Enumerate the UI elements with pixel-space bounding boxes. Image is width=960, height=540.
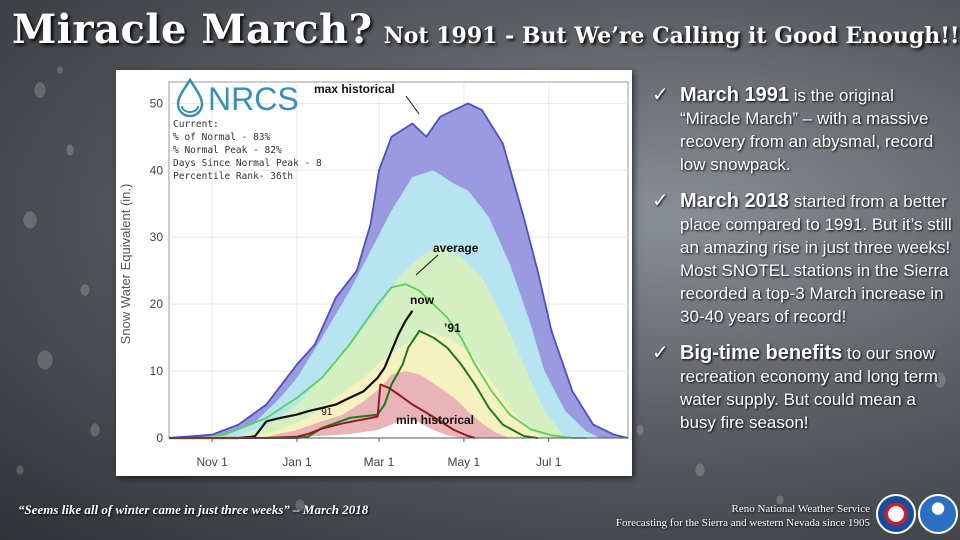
bullet-list: ✓ March 1991 is the original “Miracle Ma… [652,84,952,448]
annotation-91: ’91 [444,321,461,335]
x-tick-label: May 1 [448,455,481,469]
bullet-lead: March 1991 [680,84,789,106]
noaa-logo [918,494,958,534]
x-tick-label: Nov 1 [196,455,228,469]
nrcs-logo-text: NRCS [208,81,299,117]
stats-line: % of Normal - 83% [173,132,271,143]
chart-svg: 0 10 20 30 40 50 Nov 1 Jan 1 Mar 1 May 1 Jul 1 Snow… [118,77,629,469]
bullet-lead: March 2018 [680,190,789,212]
annotation-average: average [433,241,479,255]
series-line-average [168,283,587,439]
series-line-min-historical [169,383,476,439]
title-subtitle: Not 1991 - But We’re Calling it Good Eno… [383,23,960,49]
bullet-text: to our snow recreation economy and long … [680,344,938,432]
percentile-band-5 [169,417,462,438]
page-title: Miracle March? Not 1991 - But We’re Call… [12,6,960,53]
y-tick-label: 40 [150,163,164,177]
annotation-max-historical: max historical [314,82,395,96]
series-line-max-historical [168,102,629,439]
stats-heading: Current: [173,119,219,130]
y-tick-label: 0 [156,431,163,445]
series-line-now [169,310,414,440]
bullet-text: is the original “Miracle March” – with a… [680,86,934,174]
title-main: Miracle March? [12,6,373,53]
footer-credit: Reno National Weather Service Forecastin… [616,502,870,530]
x-tick-label: Jul 1 [536,455,562,469]
water-drop-icon [176,77,204,118]
bullet-lead: Big-time benefits [680,342,843,364]
annotation-91-low: ’91 [319,407,333,418]
percentile-band-4 [169,371,510,438]
bullet-item: ✓ March 2018 started from a better place… [652,190,952,328]
checkmark-icon: ✓ [652,342,669,364]
x-tick-label: Jan 1 [282,455,312,469]
annotation-now: now [410,293,435,307]
annotation-max-pointer [405,95,420,115]
y-axis-label: Snow Water Equivalent (in.) [118,184,133,345]
checkmark-icon: ✓ [652,190,669,212]
bullet-item: ✓ March 1991 is the original “Miracle Ma… [652,84,952,176]
y-tick-label: 30 [150,230,164,244]
stats-line: % Normal Peak - 82% [173,145,282,156]
stats-line: Percentile Rank- 36th [173,171,293,182]
annotation-average-pointer [415,254,439,276]
y-tick-label: 20 [150,297,164,311]
y-tick-label: 10 [150,364,164,378]
checkmark-icon: ✓ [652,84,669,106]
annotation-min-historical: min historical [396,413,474,427]
nws-logo [876,494,916,534]
y-tick-label: 50 [150,96,164,110]
credit-office: Reno National Weather Service [731,503,871,515]
bullet-text: started from a better place compared to … [680,192,952,326]
credit-tagline: Forecasting for the Sierra and western N… [615,517,870,529]
snowpack-chart: 0 10 20 30 40 50 Nov 1 Jan 1 Mar 1 May 1 Jul 1 Snow… [116,70,632,476]
bullet-item: ✓ Big-time benefits to our snow recreati… [652,342,952,434]
stats-line: Days Since Normal Peak - 8 [173,158,322,169]
water-drop-wave-icon [181,105,199,113]
footer-quote: “Seems like all of winter came in just t… [18,502,369,517]
x-tick-label: Mar 1 [364,455,395,469]
